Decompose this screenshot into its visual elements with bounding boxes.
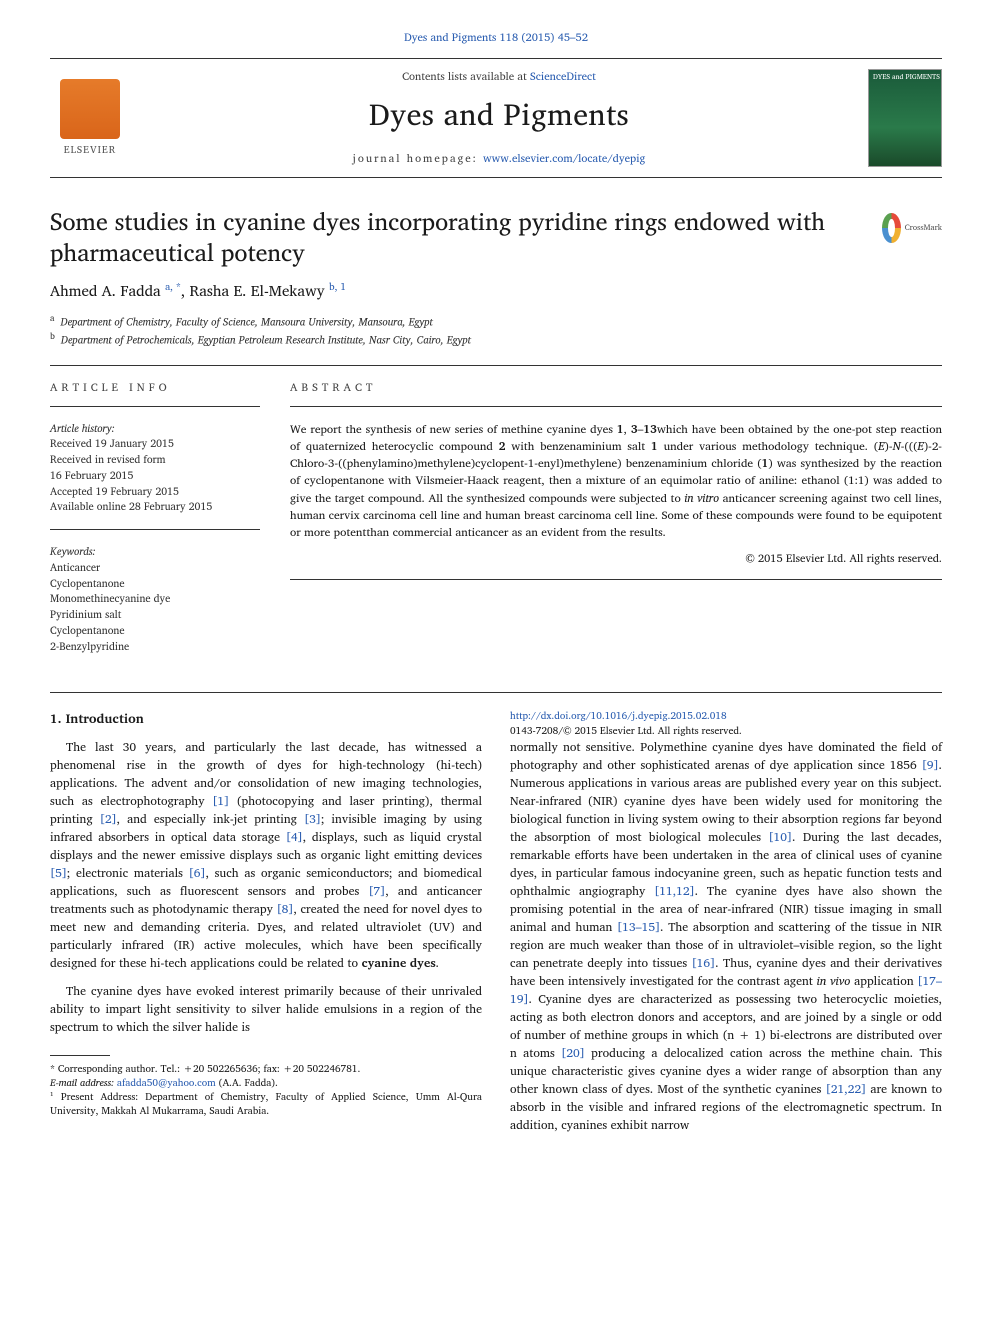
article-title: Some studies in cyanine dyes incorporati… [50,206,882,268]
divider [290,579,942,580]
authors-line: Ahmed A. Fadda a, *, Rasha E. El-Mekawy … [50,280,942,302]
elsevier-tree-icon [60,79,120,139]
contents-prefix: Contents lists available at [402,67,530,85]
header-citation: Dyes and Pigments 118 (2015) 45–52 [50,30,942,46]
cover-label: DYES and PIGMENTS [873,74,940,82]
corresponding-author: * Corresponding author. Tel.: +20 502265… [50,1062,482,1076]
article-history: Article history: Received 19 January 201… [50,421,260,516]
citation-link[interactable]: [17–19] [510,972,942,1009]
elsevier-logo[interactable]: ELSEVIER [50,73,130,163]
info-abstract-row: ARTICLE INFO Article history: Received 1… [50,380,942,669]
intro-para-2: The cyanine dyes have evoked interest pr… [50,983,482,1037]
citation-link[interactable]: [6] [189,864,206,883]
affiliations: a Department of Chemistry, Faculty of Sc… [50,312,942,349]
citation-link[interactable]: [20] [561,1044,585,1063]
crossmark-label: CrossMark [905,222,942,234]
intro-para-1: The last 30 years, and particularly the … [50,739,482,973]
intro-divider [50,692,942,693]
journal-name: Dyes and Pigments [130,93,868,137]
journal-cover-thumb[interactable]: DYES and PIGMENTS [868,69,942,167]
doi-link[interactable]: http://dx.doi.org/10.1016/j.dyepig.2015.… [510,708,727,724]
abstract-column: ABSTRACT We report the synthesis of new … [290,380,942,669]
citation-link[interactable]: [2] [100,810,117,829]
abstract-text: We report the synthesis of new series of… [290,421,942,542]
citation-link[interactable]: [7] [368,882,385,901]
journal-header: ELSEVIER Contents lists available at Sci… [50,58,942,178]
bottom-info: http://dx.doi.org/10.1016/j.dyepig.2015.… [510,709,942,739]
divider [290,406,942,407]
footnotes: * Corresponding author. Tel.: +20 502265… [50,1055,482,1118]
citation-link[interactable]: [16] [692,954,716,973]
divider [50,529,260,530]
body-two-column: 1. Introduction The last 30 years, and p… [50,709,942,1138]
citation-link[interactable]: [10] [768,828,792,847]
abstract-copyright: © 2015 Elsevier Ltd. All rights reserved… [290,551,942,567]
citation-link[interactable]: [8] [277,900,294,919]
history-line: Available online 28 February 2015 [50,499,260,515]
intro-para-3: normally not sensitive. Polymethine cyan… [510,739,942,1135]
divider [50,365,942,366]
author-sup-link[interactable]: a, * [165,279,181,295]
keywords-block: Keywords: AnticancerCyclopentanoneMonome… [50,544,260,654]
citation-link[interactable]: [21,22] [826,1080,867,1099]
crossmark-icon [882,213,901,243]
citation-link[interactable]: [3] [304,810,321,829]
crossmark-badge[interactable]: CrossMark [882,206,942,250]
citation-link[interactable]: [4] [286,828,303,847]
citation-link[interactable]: [13–15] [617,918,660,937]
homepage-prefix: journal homepage: [353,149,483,167]
present-address-note: ¹ Present Address: Department of Chemist… [50,1090,482,1118]
header-center: Contents lists available at ScienceDirec… [130,69,868,166]
title-row: Some studies in cyanine dyes incorporati… [50,206,942,268]
intro-heading: 1. Introduction [50,709,482,729]
sciencedirect-link[interactable]: ScienceDirect [530,67,596,85]
citation-link[interactable]: [1] [212,792,229,811]
homepage-line: journal homepage: www.elsevier.com/locat… [130,151,868,167]
citation-link[interactable]: [11,12] [654,882,695,901]
email-line: E-mail address: afadda50@yahoo.com (A.A.… [50,1076,482,1090]
citation-link[interactable]: [5] [50,864,67,883]
author-sup-link[interactable]: b, 1 [329,279,346,295]
elsevier-label: ELSEVIER [64,143,116,158]
footnote-rule [50,1055,110,1056]
citation-link[interactable]: [9] [922,756,939,775]
abstract-label: ABSTRACT [290,380,942,396]
keyword: 2-Benzylpyridine [50,639,260,655]
issn-copyright: 0143-7208/© 2015 Elsevier Ltd. All right… [510,724,942,739]
contents-list-line: Contents lists available at ScienceDirec… [130,69,868,85]
citation-link[interactable]: Dyes and Pigments 118 (2015) 45–52 [404,28,588,46]
article-info-label: ARTICLE INFO [50,380,260,396]
homepage-link[interactable]: www.elsevier.com/locate/dyepig [483,149,645,167]
article-info-column: ARTICLE INFO Article history: Received 1… [50,380,260,669]
divider [50,406,260,407]
